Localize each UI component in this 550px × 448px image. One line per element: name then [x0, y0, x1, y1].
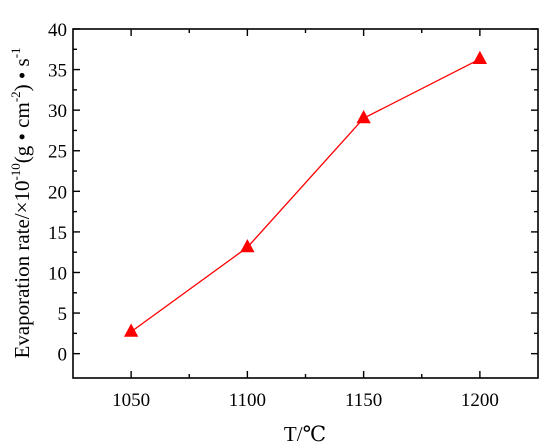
data-point	[356, 109, 371, 124]
y-tick-label: 35	[48, 61, 67, 82]
y-axis-title: Evaporation rate/×10-10(g • cm-2) • s-1	[8, 47, 34, 358]
y-axis-title-exp2: -2	[8, 91, 23, 102]
series-group	[123, 50, 488, 337]
series-line	[130, 58, 481, 333]
y-tick-label: 40	[48, 20, 67, 41]
y-tick-label: 10	[48, 263, 67, 284]
x-tick-label: 1150	[345, 390, 382, 411]
plot-frame	[72, 28, 539, 379]
y-axis-title-exp1: -10	[8, 163, 23, 180]
data-point	[472, 50, 488, 64]
y-tick-label: 25	[48, 142, 67, 163]
y-axis-title-mid: (g • cm	[10, 102, 34, 163]
y-tick-label: 30	[48, 101, 67, 122]
x-tick-label: 1100	[229, 390, 266, 411]
y-axis-ticks: 0 5 10 15 20 25 30 35 40	[48, 20, 538, 366]
y-axis-title-main: Evaporation rate/×10	[10, 181, 34, 359]
x-tick-label: 1200	[461, 390, 499, 411]
data-point	[123, 323, 139, 337]
y-tick-label: 5	[58, 304, 68, 325]
y-tick-label: 20	[48, 182, 67, 203]
x-axis-title: T/℃	[284, 422, 326, 446]
x-tick-label: 1050	[112, 390, 150, 411]
y-tick-label: 15	[48, 223, 67, 244]
y-axis-title-tail: ) • s	[10, 58, 34, 91]
x-axis-ticks: 1050 1100 1150 1200	[112, 29, 499, 411]
y-axis-title-exp3: -1	[8, 47, 23, 58]
data-point	[240, 239, 255, 253]
y-tick-label: 0	[58, 345, 68, 366]
